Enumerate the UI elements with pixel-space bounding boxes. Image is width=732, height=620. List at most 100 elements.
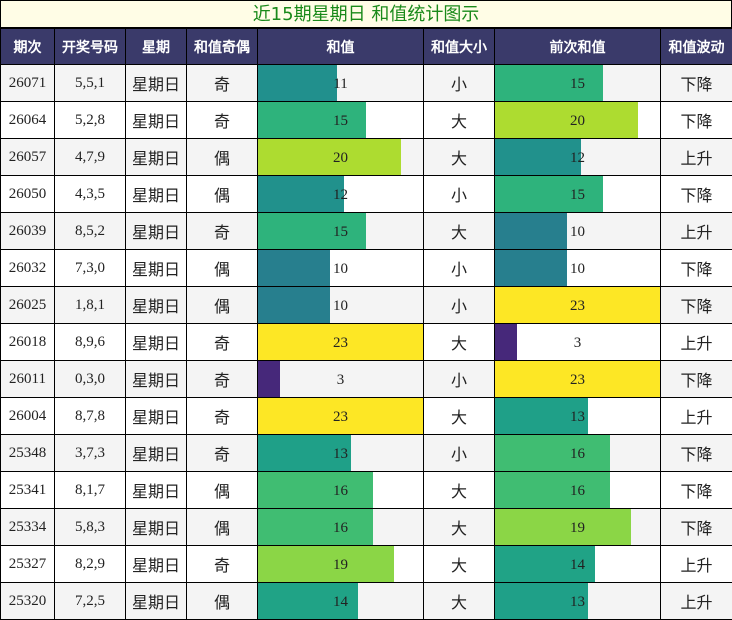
size-cell: 大 xyxy=(424,509,495,546)
trend-cell: 上升 xyxy=(661,213,732,250)
size-cell: 大 xyxy=(424,546,495,583)
weekday-cell: 星期日 xyxy=(126,250,187,287)
trend-cell: 下降 xyxy=(661,250,732,287)
sum-bar-cell: 12 xyxy=(258,176,424,213)
issue-cell: 26039 xyxy=(1,213,55,250)
data-bar xyxy=(258,546,394,582)
weekday-cell: 星期日 xyxy=(126,361,187,398)
weekday-cell: 星期日 xyxy=(126,287,187,324)
bar-value-label: 12 xyxy=(570,150,585,166)
weekday-cell: 星期日 xyxy=(126,583,187,620)
prev-sum-bar-cell: 23 xyxy=(495,361,661,398)
weekday-cell: 星期日 xyxy=(126,472,187,509)
numbers-cell: 5,2,8 xyxy=(55,102,126,139)
trend-cell: 下降 xyxy=(661,472,732,509)
issue-cell: 26064 xyxy=(1,102,55,139)
trend-cell: 下降 xyxy=(661,176,732,213)
data-bar xyxy=(258,102,366,138)
sum-bar-cell: 23 xyxy=(258,398,424,435)
bar-value-label: 13 xyxy=(570,594,585,610)
sum-bar-cell: 20 xyxy=(258,139,424,176)
weekday-cell: 星期日 xyxy=(126,176,187,213)
data-bar xyxy=(495,472,610,508)
weekday-cell: 星期日 xyxy=(126,139,187,176)
parity-cell: 奇 xyxy=(187,398,258,435)
issue-cell: 25341 xyxy=(1,472,55,509)
sum-bar-cell: 23 xyxy=(258,324,424,361)
bar-value-label: 13 xyxy=(570,409,585,425)
weekday-cell: 星期日 xyxy=(126,324,187,361)
numbers-cell: 5,5,1 xyxy=(55,65,126,102)
prev-sum-bar-cell: 14 xyxy=(495,546,661,583)
prev-sum-bar-cell: 15 xyxy=(495,176,661,213)
numbers-cell: 4,7,9 xyxy=(55,139,126,176)
sum-bar-cell: 11 xyxy=(258,65,424,102)
weekday-cell: 星期日 xyxy=(126,102,187,139)
data-bar xyxy=(495,509,631,545)
size-cell: 大 xyxy=(424,139,495,176)
data-bar xyxy=(258,287,330,323)
weekday-cell: 星期日 xyxy=(126,213,187,250)
parity-cell: 偶 xyxy=(187,509,258,546)
weekday-cell: 星期日 xyxy=(126,546,187,583)
prev-sum-bar-cell: 12 xyxy=(495,139,661,176)
issue-cell: 25327 xyxy=(1,546,55,583)
header-size: 和值大小 xyxy=(424,29,495,65)
size-cell: 小 xyxy=(424,435,495,472)
prev-sum-bar-cell: 23 xyxy=(495,287,661,324)
bar-value-label: 3 xyxy=(574,335,582,351)
bar-value-label: 14 xyxy=(570,557,585,573)
trend-cell: 下降 xyxy=(661,102,732,139)
sum-bar-cell: 16 xyxy=(258,509,424,546)
data-bar xyxy=(495,324,517,360)
trend-cell: 下降 xyxy=(661,361,732,398)
data-bar xyxy=(495,250,567,286)
size-cell: 大 xyxy=(424,324,495,361)
header-numbers: 开奖号码 xyxy=(55,29,126,65)
issue-cell: 25320 xyxy=(1,583,55,620)
prev-sum-bar-cell: 13 xyxy=(495,398,661,435)
numbers-cell: 8,2,9 xyxy=(55,546,126,583)
issue-cell: 26050 xyxy=(1,176,55,213)
data-bar xyxy=(495,176,603,212)
data-bar xyxy=(258,139,401,175)
size-cell: 小 xyxy=(424,361,495,398)
sum-bar-cell: 19 xyxy=(258,546,424,583)
data-bar xyxy=(258,472,373,508)
trend-cell: 下降 xyxy=(661,435,732,472)
numbers-cell: 8,5,2 xyxy=(55,213,126,250)
data-bar xyxy=(258,176,344,212)
issue-cell: 26004 xyxy=(1,398,55,435)
parity-cell: 偶 xyxy=(187,472,258,509)
bar-value-label: 20 xyxy=(333,150,348,166)
bar-value-label: 11 xyxy=(333,76,347,92)
bar-value-label: 16 xyxy=(333,483,348,499)
sum-bar-cell: 13 xyxy=(258,435,424,472)
issue-cell: 26018 xyxy=(1,324,55,361)
trend-cell: 上升 xyxy=(661,398,732,435)
numbers-cell: 8,7,8 xyxy=(55,398,126,435)
parity-cell: 奇 xyxy=(187,361,258,398)
numbers-cell: 3,7,3 xyxy=(55,435,126,472)
parity-cell: 奇 xyxy=(187,546,258,583)
parity-cell: 奇 xyxy=(187,435,258,472)
issue-cell: 26011 xyxy=(1,361,55,398)
parity-cell: 偶 xyxy=(187,250,258,287)
bar-value-label: 16 xyxy=(570,483,585,499)
numbers-cell: 5,8,3 xyxy=(55,509,126,546)
size-cell: 大 xyxy=(424,583,495,620)
prev-sum-bar-cell: 16 xyxy=(495,472,661,509)
sum-bar-cell: 15 xyxy=(258,213,424,250)
bar-value-label: 10 xyxy=(570,261,585,277)
trend-cell: 下降 xyxy=(661,65,732,102)
bar-value-label: 20 xyxy=(570,113,585,129)
parity-cell: 奇 xyxy=(187,324,258,361)
